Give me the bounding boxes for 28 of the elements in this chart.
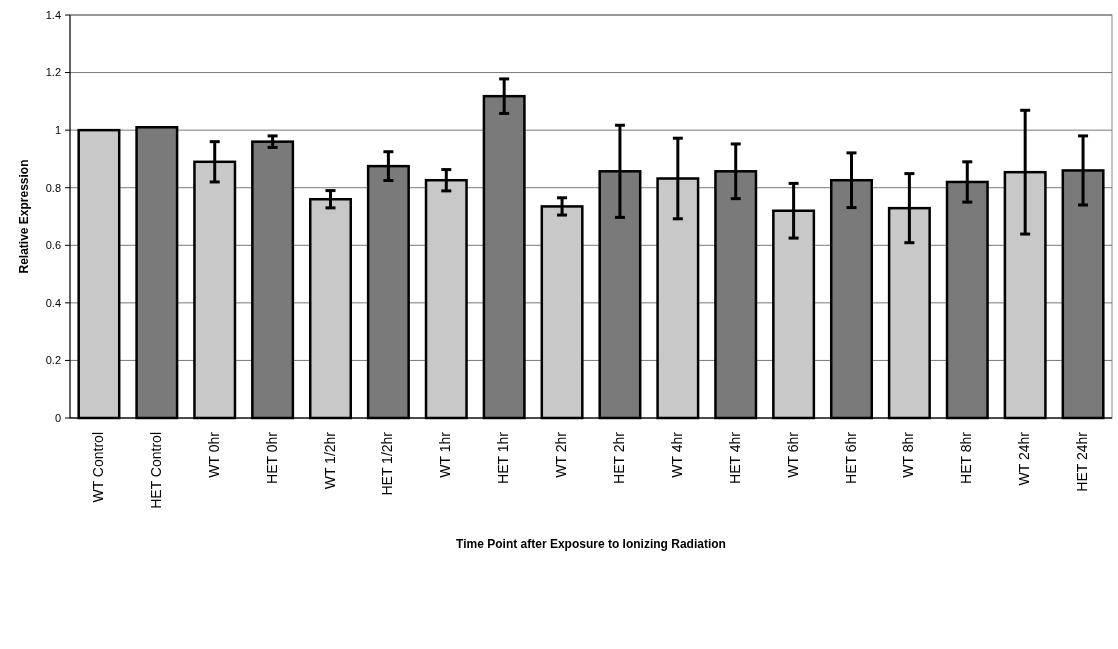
x-tick-label: WT 6hr [784, 431, 801, 478]
x-tick-label: WT 8hr [900, 431, 917, 478]
y-tick-label: 0.4 [45, 296, 61, 309]
x-tick-label: WT Control [89, 432, 106, 503]
y-tick-label: 1.4 [45, 8, 61, 21]
x-tick-label: WT 1/2hr [321, 431, 338, 490]
x-tick-label: HET 4hr [726, 431, 743, 484]
x-tick-label: HET 2hr [610, 431, 627, 484]
y-tick-label: 1 [54, 123, 61, 136]
x-tick-label: HET 1hr [495, 431, 512, 484]
x-tick-label: WT 24hr [1016, 431, 1033, 486]
x-tick-label: HET 24hr [1074, 431, 1091, 492]
y-tick-label: 0.2 [45, 354, 61, 367]
x-tick-label: WT 1hr [437, 431, 454, 478]
x-tick-label: WT 2hr [553, 431, 570, 478]
x-tick-label: HET 0hr [263, 431, 280, 484]
y-axis-title: Relative Expression [17, 159, 31, 274]
x-tick-label: HET 6hr [842, 431, 859, 484]
y-tick-label: 0.8 [45, 181, 61, 194]
x-tick-label: WT 0hr [205, 431, 222, 478]
x-tick-label: HET Control [147, 432, 164, 509]
y-tick-label: 1.2 [45, 66, 61, 79]
y-tick-label: 0 [54, 411, 61, 424]
x-tick-label: HET 1/2hr [379, 431, 396, 496]
x-tick-label: WT 4hr [668, 431, 685, 478]
x-axis-title: Time Point after Exposure to Ionizing Radiation [456, 537, 726, 551]
x-tick-label: HET 8hr [958, 431, 975, 484]
y-tick-label: 0.6 [45, 239, 61, 252]
